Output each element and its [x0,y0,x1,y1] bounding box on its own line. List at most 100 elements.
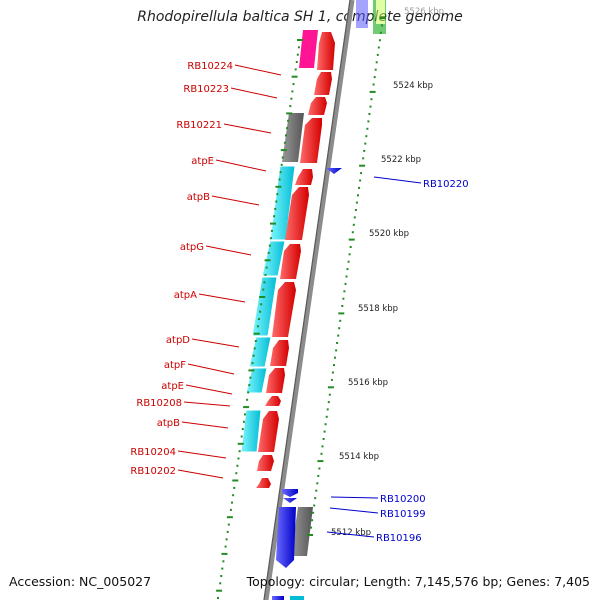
gene-label-forward[interactable]: RB10221 [176,120,222,131]
scale-tick-outer [359,164,366,167]
scale-tick-inner [248,369,255,372]
forward-cds [258,411,279,452]
gene-label-forward[interactable]: atpF [164,360,186,371]
scale-tick-outer [379,31,382,34]
scale-tick-outer [347,260,350,263]
accession-label: Accession: NC_005027 [9,574,152,589]
operon-feature [261,240,286,277]
leader-line [183,401,231,407]
scale-tick-inner [265,266,268,269]
leader-line [230,87,278,99]
scale-ticks [216,17,386,599]
leader-line [223,123,272,134]
gene-label-reverse[interactable]: RB10199 [380,509,426,520]
scale-tick-outer [352,223,355,226]
scale-tick-outer [338,312,345,315]
scale-label: 5526 kbp [404,7,444,17]
scale-tick-inner [286,112,293,115]
scale-tick-outer [370,98,373,101]
scale-label: 5516 kbp [348,378,388,388]
operon-feature [240,409,262,453]
scale-tick-inner [289,105,292,108]
scale-tick-inner [297,46,300,49]
gene-label-forward[interactable]: RB10223 [183,84,229,95]
scale-tick-inner [222,560,225,563]
gene-label-forward[interactable]: atpE [191,156,214,167]
scale-tick-outer [363,149,366,152]
gene-feature-edge-yellow [376,0,385,24]
leader-line [177,469,224,479]
scale-tick-outer [359,179,362,182]
gene-label-forward[interactable]: atpA [174,290,197,301]
reverse-cds-edge [356,0,368,28]
forward-cds [257,455,274,471]
scale-tick-inner [283,141,286,144]
reverse-cds [276,507,296,568]
gene-label-forward[interactable]: RB10224 [187,61,233,72]
gene-label-reverse[interactable]: RB10196 [376,533,422,544]
gene-label-forward[interactable]: RB10208 [136,398,182,409]
scale-tick-outer [378,39,381,42]
scale-tick-inner [242,420,245,423]
forward-cds [295,169,313,185]
scale-tick-inner [279,171,282,174]
scale-tick-inner [285,134,287,137]
scale-tick-inner [249,376,252,379]
scale-tick-inner [275,200,278,203]
scale-tick-outer [353,216,356,219]
scale-tick-inner [246,398,249,401]
scale-tick-outer [373,76,376,79]
scale-tick-inner [268,244,271,247]
scale-tick-inner [243,406,250,409]
gene-label-forward[interactable]: RB10204 [130,447,176,458]
scale-tick-inner [297,39,303,41]
leader-line [187,363,235,375]
scale-tick-outer [351,231,354,234]
scale-tick-outer [369,90,376,93]
operon-feature [248,336,272,368]
scale-tick-outer [344,282,347,285]
scale-tick-outer [360,172,363,175]
genome-backbone [263,0,355,600]
scale-tick-inner [291,75,298,78]
scale-tick-outer [317,474,320,477]
scale-tick-inner [221,567,224,570]
gene-label-forward[interactable]: atpB [157,418,180,429]
topology-label: Topology: circular; Length: 7,145,576 bp… [246,574,590,589]
scale-tick-inner [232,494,235,497]
scale-tick-inner [247,391,250,394]
gene-label-forward[interactable]: atpG [180,242,204,253]
misc-feature [299,30,318,68]
gene-label-forward[interactable]: atpB [187,192,210,203]
reverse-cds [272,596,284,600]
scale-tick-inner [280,149,287,152]
scale-tick-outer [348,253,351,256]
scale-tick-outer [315,489,318,492]
scale-tick-inner [259,296,266,298]
gene-label-reverse[interactable]: RB10220 [423,179,469,190]
gene-label-reverse[interactable]: RB10200 [380,494,426,505]
operon-feature [245,367,268,394]
scale-tick-inner [295,61,298,63]
scale-tick-inner [270,222,276,225]
gene-label-forward[interactable]: atpE [161,381,184,392]
gene-label-forward[interactable]: RB10202 [130,466,176,477]
scale-tick-inner [276,193,279,196]
scale-tick-inner [264,273,267,276]
reverse-cds [282,489,298,497]
scale-tick-outer [349,246,352,248]
scale-tick-inner [291,90,294,93]
gene-label-forward[interactable]: atpD [166,335,190,346]
pseudo-feature [291,507,313,556]
scale-tick-inner [296,53,299,56]
scale-tick-inner [237,457,240,460]
scale-label: 5512 kbp [331,528,371,538]
scale-tick-inner [258,318,260,320]
scale-tick-inner [226,530,229,533]
scale-tick-inner [253,332,260,335]
leader-line [234,64,282,76]
scale-tick-outer [331,371,334,374]
scale-tick-outer [338,327,341,330]
